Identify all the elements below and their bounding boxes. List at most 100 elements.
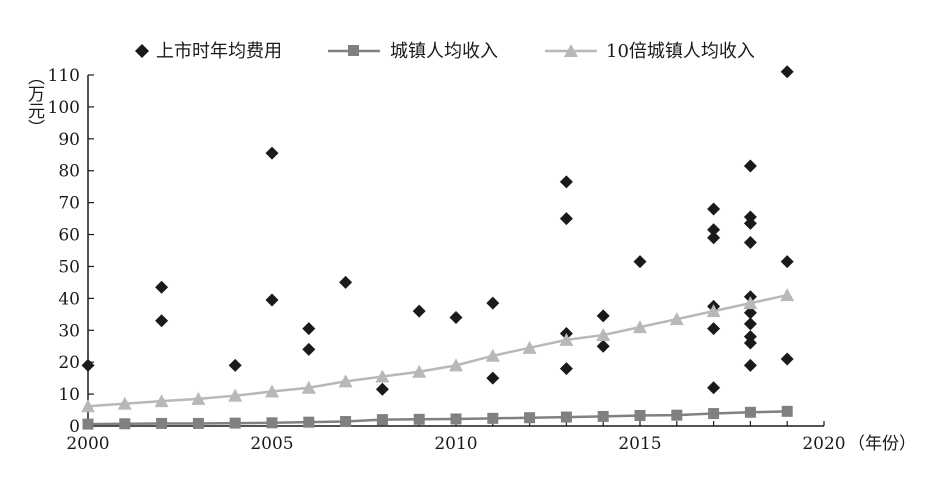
series-2-point <box>412 364 427 378</box>
legend-marker-diamond <box>135 44 149 58</box>
y-tick-label: 20 <box>58 353 80 373</box>
series-0-point <box>155 314 169 328</box>
series-0-point <box>339 275 353 289</box>
y-tick-label: 90 <box>58 130 80 150</box>
y-tick-label: 40 <box>58 289 80 309</box>
series-2-point <box>154 394 169 408</box>
series-1-point <box>781 405 793 417</box>
series-0-point <box>743 159 757 173</box>
legend-label-1: 城镇人均收入 <box>390 41 498 62</box>
series-2-point <box>191 391 206 405</box>
series-0-point <box>559 212 573 226</box>
series-2-point <box>559 332 574 346</box>
legend-item-series-1: 城镇人均收入 <box>328 41 498 62</box>
series-2-point <box>780 288 795 302</box>
series-0-point <box>155 280 169 294</box>
series-0-point <box>743 317 757 331</box>
legend-label-2: 10倍城镇人均收入 <box>606 41 755 62</box>
series-0-point <box>707 231 721 245</box>
y-tick-label: 50 <box>58 257 80 277</box>
series-2-point <box>706 304 721 318</box>
y-tick-label: 0 <box>69 417 80 437</box>
series-1-point <box>413 413 425 425</box>
series-1-point <box>192 417 204 429</box>
series-line-1 <box>87 410 788 426</box>
series-0-point <box>780 255 794 269</box>
legend-marker-square <box>348 45 359 56</box>
series-2-point <box>375 369 390 383</box>
series-0-point <box>743 236 757 250</box>
y-tick-label: 100 <box>48 98 80 118</box>
series-1-point <box>376 414 388 426</box>
x-tick-label: 2015 <box>618 434 661 454</box>
series-1-point <box>450 413 462 425</box>
series-1-point <box>487 412 499 424</box>
y-tick-label: 60 <box>58 226 80 246</box>
x-tick-label: 2010 <box>434 434 477 454</box>
series-0-point <box>265 146 279 160</box>
series-1-point <box>266 417 278 429</box>
series-2-point <box>485 348 500 362</box>
series-0-point <box>707 202 721 216</box>
series-0-point <box>559 362 573 376</box>
series-1-point <box>671 409 683 421</box>
y-tick-label: 30 <box>58 321 80 341</box>
series-0-point <box>449 311 463 325</box>
series-2-point <box>449 358 463 372</box>
series-0-point <box>486 371 500 385</box>
series-0-point <box>707 223 721 237</box>
series-0-point <box>780 65 794 79</box>
series-2-point <box>117 396 132 410</box>
legend-item-series-2: 10倍城镇人均收入 <box>545 41 755 62</box>
series-1-point <box>229 417 241 429</box>
series-2-point <box>228 388 243 402</box>
y-axis-ticks: 0 10 20 30 40 50 60 70 80 90 100 110 <box>48 66 94 437</box>
series-0-point <box>743 306 757 320</box>
series-0-point <box>559 175 573 189</box>
series-2-point <box>522 340 537 354</box>
series-1-point <box>119 418 131 430</box>
series-0-point <box>486 296 500 310</box>
series-0-point <box>743 358 757 372</box>
series-0-point <box>780 352 794 366</box>
series-0-point <box>302 322 316 336</box>
x-tick-label: 2020 <box>802 434 845 454</box>
x-tick-label: 2005 <box>250 434 293 454</box>
series-1-point <box>82 418 94 430</box>
series-2-point <box>669 312 684 326</box>
y-tick-label: 80 <box>58 162 80 182</box>
series-2-point <box>743 296 758 310</box>
series-0-point <box>743 336 757 350</box>
series-1-point <box>156 417 168 429</box>
series-1-point <box>524 412 536 424</box>
series-0-point <box>228 358 242 372</box>
series-0-point <box>633 255 647 269</box>
legend-item-series-0: 上市时年均费用 <box>135 41 282 62</box>
legend: 上市时年均费用 城镇人均收入 10倍城镇人均收入 <box>135 41 755 62</box>
x-tick-label: 2000 <box>66 434 109 454</box>
series-2-point <box>633 320 647 334</box>
series-lines <box>87 293 788 426</box>
series-0-point <box>265 293 279 307</box>
legend-label-0: 上市时年均费用 <box>156 41 282 62</box>
series-1-point <box>708 408 720 420</box>
x-axis-label: （年份） <box>848 434 916 454</box>
y-tick-label: 110 <box>48 66 80 86</box>
series-0-point <box>596 309 610 323</box>
series-1-point <box>340 416 352 428</box>
series-0-point <box>707 322 721 336</box>
y-tick-label: 70 <box>58 194 80 214</box>
axes <box>87 75 824 427</box>
series-0-point <box>81 358 95 372</box>
series-markers <box>81 65 795 430</box>
series-1-point <box>303 416 315 428</box>
series-line-2 <box>87 293 788 408</box>
legend-marker-triangle <box>564 44 578 57</box>
series-0-point <box>412 304 426 318</box>
series-0-point <box>375 382 389 396</box>
y-tick-label: 10 <box>58 385 80 405</box>
series-0-point <box>707 381 721 395</box>
y-axis-label: （万元） <box>24 68 45 136</box>
series-2-point <box>265 384 279 398</box>
